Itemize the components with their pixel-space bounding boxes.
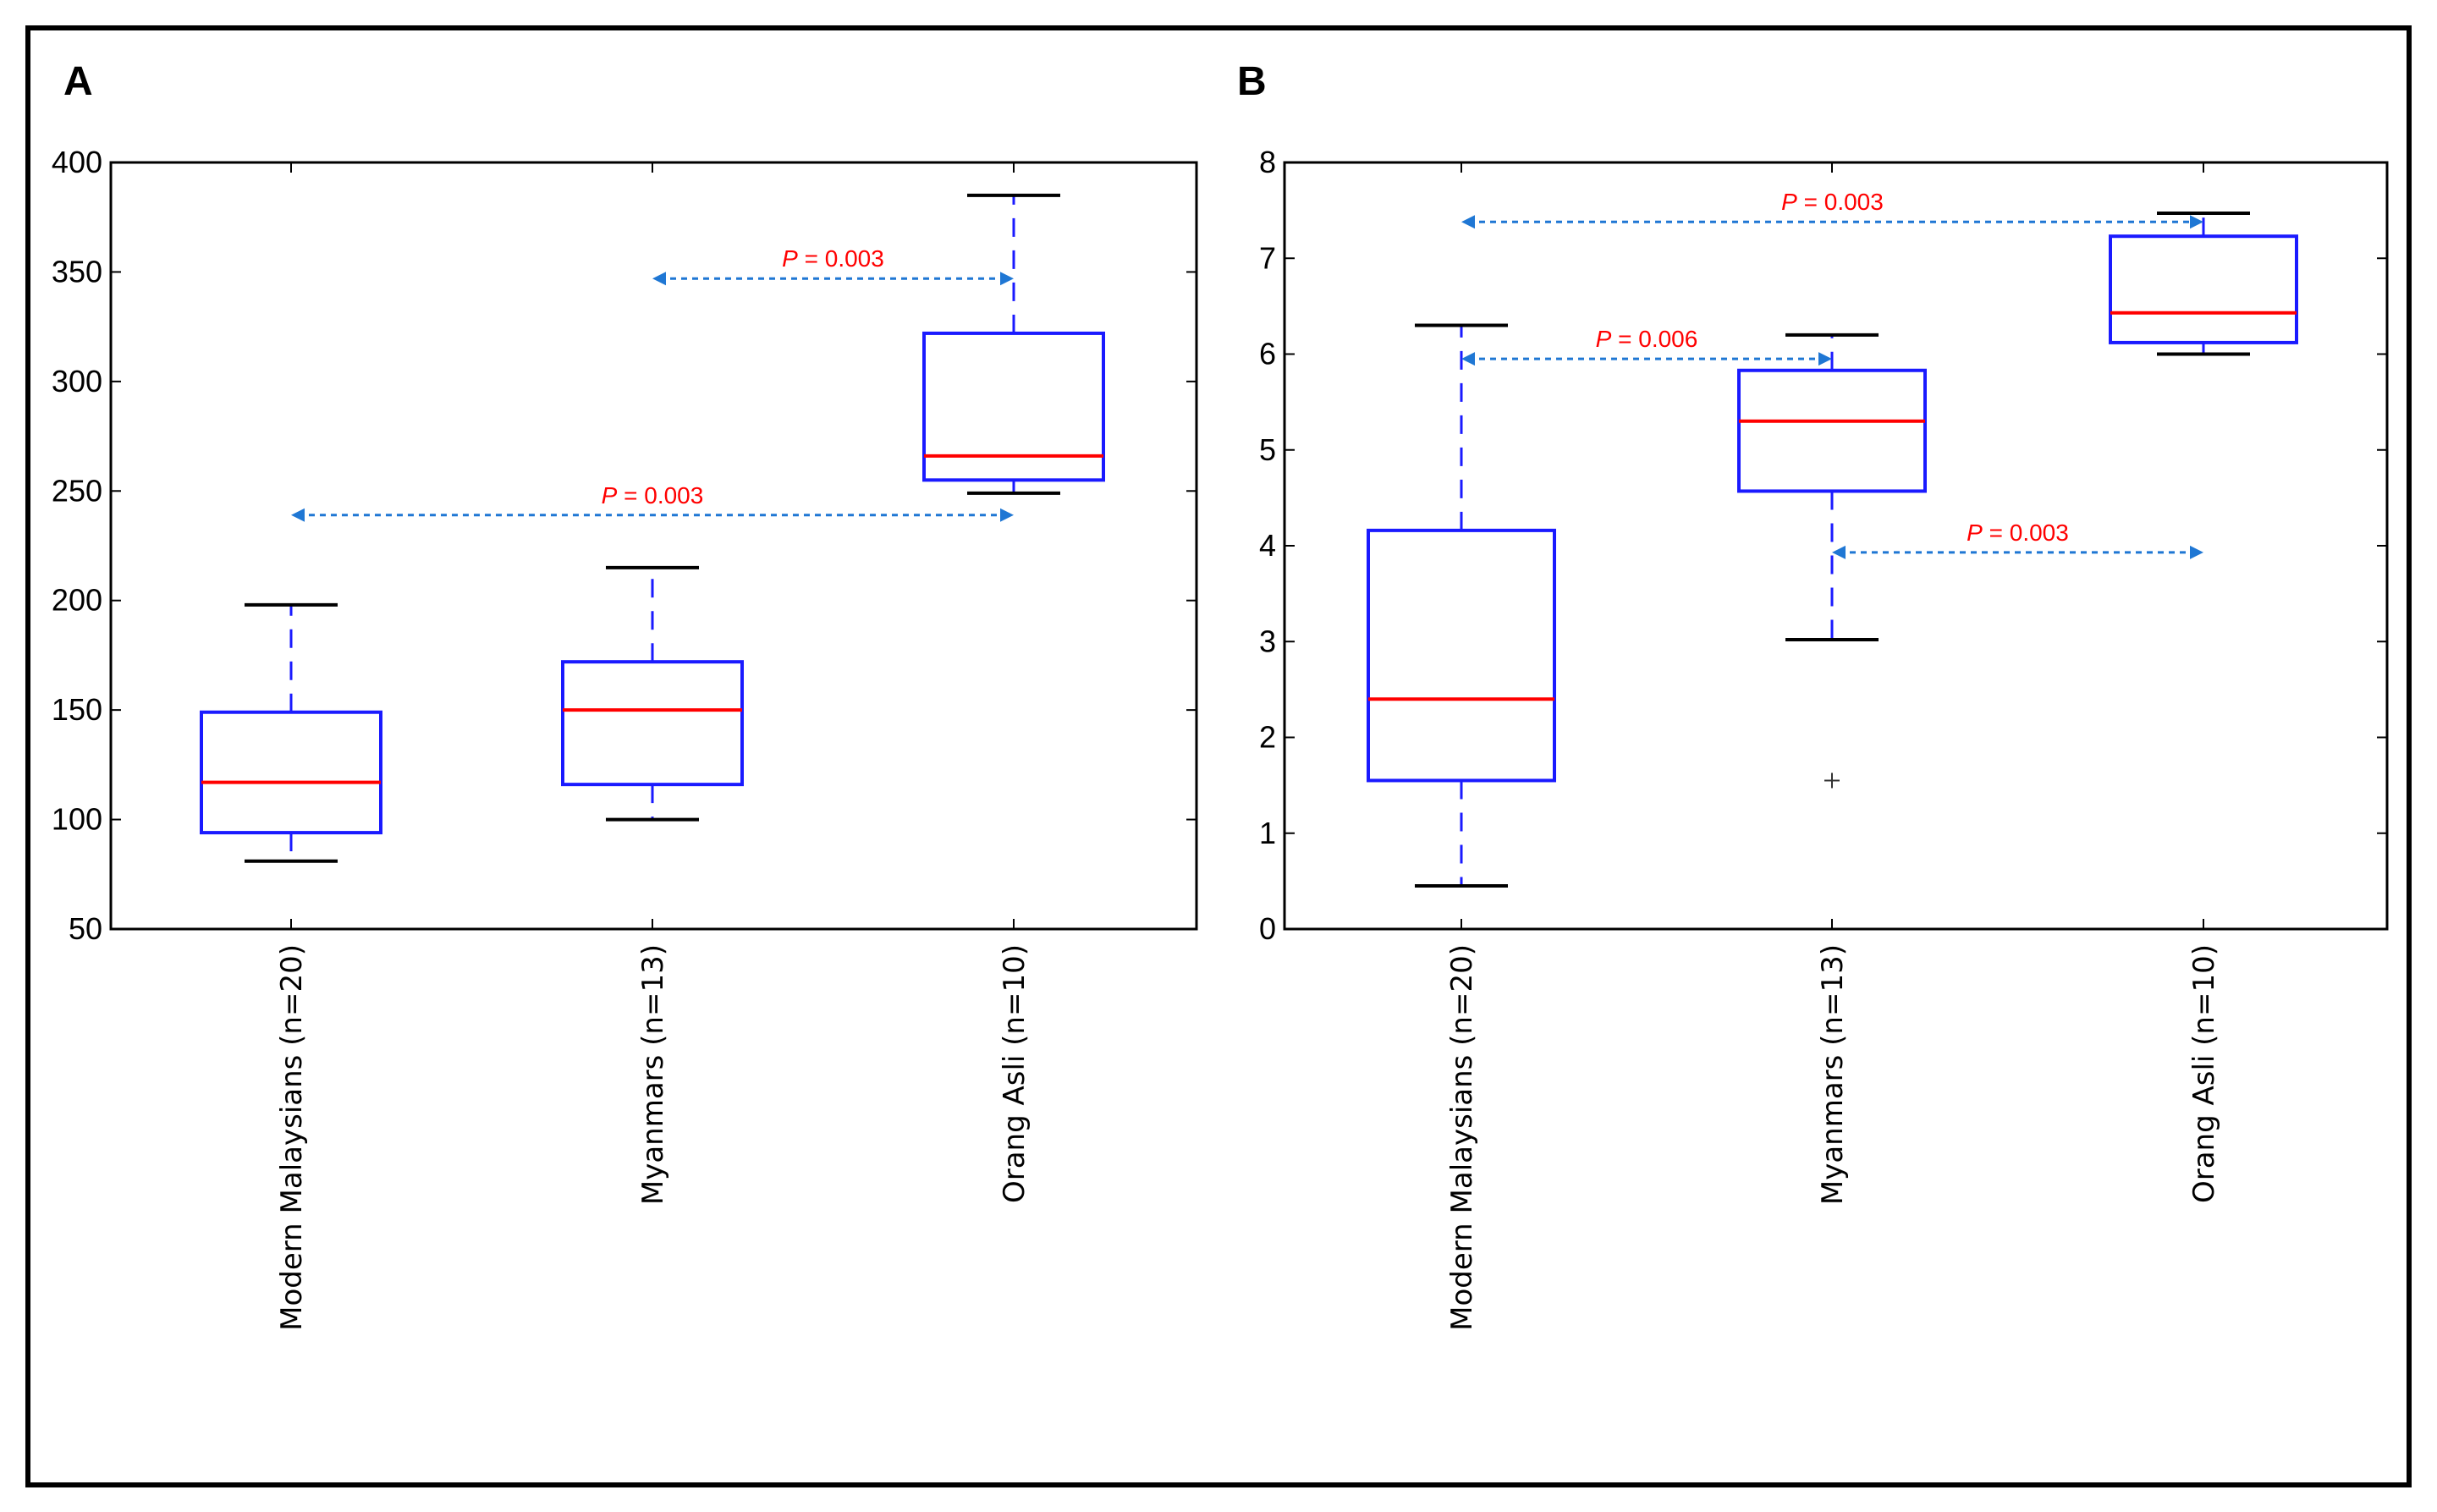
p-symbol: P xyxy=(1596,326,1612,352)
arrowhead-right xyxy=(2190,545,2203,559)
panel-label: B xyxy=(1237,59,1267,104)
arrowhead-left xyxy=(1461,215,1475,229)
p-value: = 0.003 xyxy=(1983,520,2069,546)
p-value-label: P = 0.003 xyxy=(1967,520,2069,546)
p-value: = 0.006 xyxy=(1611,326,1697,352)
figure-frame xyxy=(25,25,2412,1487)
arrowhead-left xyxy=(291,508,305,522)
y-tick-label: 5 xyxy=(1259,432,1276,467)
y-tick-label: 8 xyxy=(1259,145,1276,179)
y-tick-label: 200 xyxy=(52,583,102,618)
arrowhead-right xyxy=(1000,272,1014,286)
y-tick-label: 50 xyxy=(69,911,102,946)
p-value: = 0.003 xyxy=(617,482,703,509)
y-tick-label: 7 xyxy=(1259,240,1276,275)
p-symbol: P xyxy=(1781,189,1797,215)
y-tick-label: 0 xyxy=(1259,911,1276,946)
plot-area xyxy=(109,161,1198,931)
y-tick-label: 150 xyxy=(52,692,102,727)
significance-annotation: P = 0.003 xyxy=(291,482,1014,522)
arrowhead-left xyxy=(1832,545,1846,559)
x-category-label: Modern Malaysians (n=20) xyxy=(275,944,309,1331)
panel-label: A xyxy=(63,59,93,104)
iqr-box xyxy=(1367,528,1556,783)
iqr-box xyxy=(1737,368,1927,493)
arrowhead-right xyxy=(2190,215,2203,229)
chart-panel-a: A 50 100 150 200 250 300 350 400 Modern Malaysian… xyxy=(52,59,1198,1331)
p-symbol: P xyxy=(1967,520,1983,546)
significance-annotation: P = 0.003 xyxy=(1461,189,2203,229)
iqr-box xyxy=(561,660,744,787)
significance-annotation: P = 0.006 xyxy=(1461,326,1832,366)
p-value-label: P = 0.006 xyxy=(1596,326,1698,352)
y-tick-label: 350 xyxy=(52,254,102,289)
y-tick-label: 100 xyxy=(52,802,102,837)
box-1 xyxy=(561,565,744,822)
x-category-label: Myanmars (n=13) xyxy=(636,944,670,1205)
p-value-label: P = 0.003 xyxy=(1781,189,1884,215)
box-1 xyxy=(1737,333,1927,641)
y-tick-label: 2 xyxy=(1259,720,1276,755)
p-symbol: P xyxy=(782,245,798,272)
significance-annotation: P = 0.003 xyxy=(652,245,1014,286)
x-category-label: Modern Malaysians (n=20) xyxy=(1445,944,1479,1331)
arrowhead-right xyxy=(1818,352,1832,366)
p-symbol: P xyxy=(602,482,618,509)
p-value-label: P = 0.003 xyxy=(782,245,884,272)
arrowhead-left xyxy=(652,272,666,286)
p-value: = 0.003 xyxy=(1797,189,1884,215)
iqr-box xyxy=(922,331,1105,482)
iqr-box xyxy=(2109,234,2298,344)
box-2 xyxy=(922,193,1105,495)
x-category-label: Myanmars (n=13) xyxy=(1816,944,1850,1205)
box-0 xyxy=(200,602,382,863)
chart-panel-b: B 0 1 2 3 4 5 6 7 8 Modern Malaysians (n=20) Myanma… xyxy=(1237,59,2389,1331)
y-tick-label: 6 xyxy=(1259,337,1276,371)
p-value-label: P = 0.003 xyxy=(602,482,704,509)
y-tick-label: 3 xyxy=(1259,624,1276,658)
iqr-box xyxy=(200,710,382,835)
y-tick-label: 250 xyxy=(52,473,102,508)
arrowhead-right xyxy=(1000,508,1014,522)
significance-annotation: P = 0.003 xyxy=(1832,520,2203,559)
y-tick-label: 400 xyxy=(52,145,102,179)
box-2 xyxy=(2109,212,2298,356)
p-value: = 0.003 xyxy=(798,245,884,272)
arrowhead-left xyxy=(1461,352,1475,366)
outlier-marker xyxy=(1824,772,1840,789)
y-tick-label: 4 xyxy=(1259,528,1276,563)
y-tick-label: 300 xyxy=(52,364,102,399)
y-tick-label: 1 xyxy=(1259,816,1276,850)
box-0 xyxy=(1367,323,1556,888)
x-category-label: Orang Asli (n=10) xyxy=(998,944,1031,1203)
x-category-label: Orang Asli (n=10) xyxy=(2187,944,2221,1203)
